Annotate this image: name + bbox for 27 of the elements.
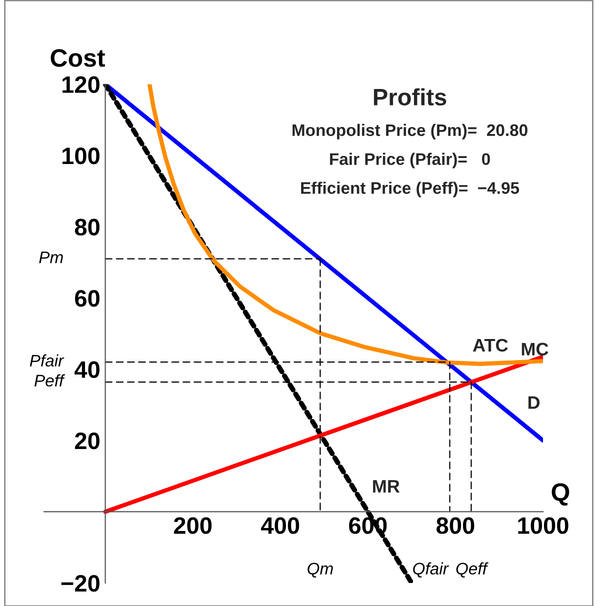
annotation: MC xyxy=(522,342,548,356)
y-tick-label: 80 xyxy=(74,218,100,236)
y-axis-title: Cost xyxy=(50,49,105,67)
annotation: Monopolist Price (Pm)= 20.80 xyxy=(292,124,528,140)
annotation: Fair Price (Pfair)= 0 xyxy=(330,152,490,168)
annotation: ATC xyxy=(472,338,508,352)
text: Pm xyxy=(39,252,63,264)
x-tick-label: 1000 xyxy=(518,517,568,534)
y-tick-label: 60 xyxy=(75,290,100,307)
x-tick-label: 200 xyxy=(174,517,212,534)
annotation: D xyxy=(528,396,540,409)
annotation: Profits xyxy=(374,88,446,106)
y-tick-label: 20 xyxy=(74,432,100,450)
x-tick-label: 800 xyxy=(436,517,474,534)
y-tick-label: 40 xyxy=(74,361,100,378)
annotation: MR xyxy=(373,480,400,493)
x-tick-label: 400 xyxy=(261,517,300,534)
y-tick-label: 100 xyxy=(62,148,100,164)
text: Peff xyxy=(34,374,66,387)
text: Pfair xyxy=(30,354,64,367)
y-tick-label: 120 xyxy=(62,76,100,94)
annotation: Efficient Price (Peff)= −4.95 xyxy=(301,182,520,198)
annotation: Qeff xyxy=(456,562,488,578)
y-tick-label: −20 xyxy=(61,575,100,592)
annotation: Qfair xyxy=(413,562,449,578)
annotation: Qm xyxy=(308,562,333,578)
x-axis-title: Q xyxy=(552,483,570,506)
